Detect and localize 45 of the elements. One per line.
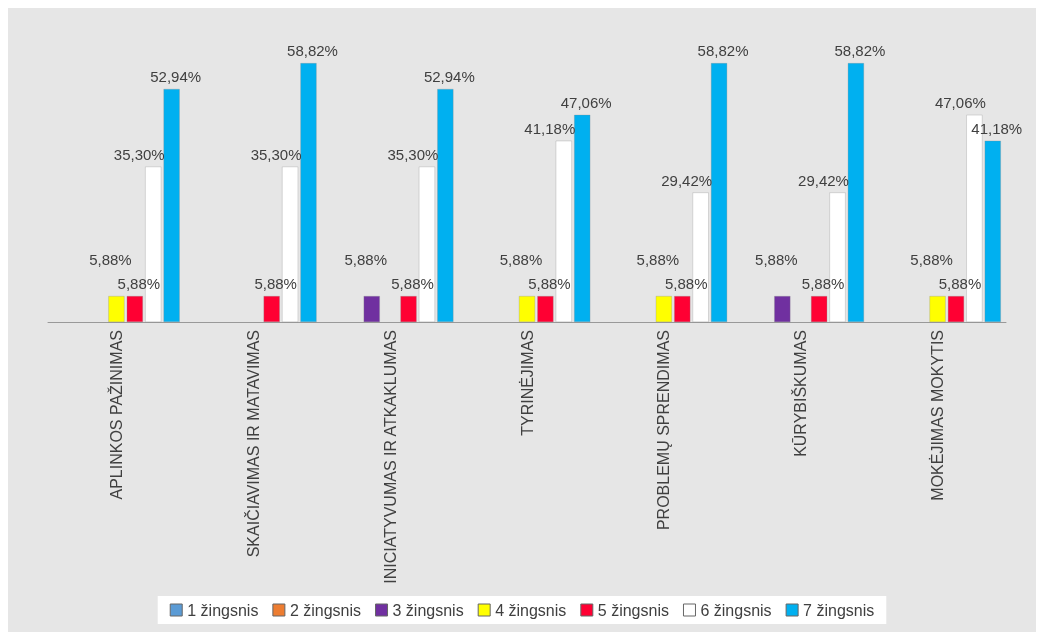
- data-label: 5,88%: [499, 251, 543, 269]
- data-label: 5,88%: [801, 275, 845, 293]
- data-label: 5,88%: [344, 251, 388, 269]
- bar: [363, 296, 380, 322]
- data-label: 5,88%: [755, 251, 798, 269]
- legend-label: 2 žingsnis: [289, 601, 362, 619]
- data-label: 5,88%: [910, 251, 953, 269]
- data-label: 47,06%: [934, 93, 986, 111]
- data-label: 58,82%: [287, 42, 338, 60]
- x-tick-label: KŪRYBIŠKUMAS: [791, 330, 810, 457]
- data-label: 47,06%: [560, 93, 612, 111]
- legend-label: 5 žingsnis: [597, 601, 669, 619]
- data-label: 5,88%: [254, 275, 297, 293]
- data-label: 35,30%: [113, 145, 165, 163]
- data-label: 5,88%: [636, 251, 680, 269]
- bar: [263, 296, 280, 322]
- data-label: 52,94%: [150, 68, 202, 86]
- legend-label: 4 žingsnis: [495, 601, 567, 619]
- bar: [437, 89, 454, 322]
- legend-label: 7 žingsnis: [803, 601, 875, 619]
- x-tick-label: SKAIČIAVIMAS IR MATAVIMAS: [243, 330, 262, 558]
- data-label: 5,88%: [664, 275, 708, 293]
- data-label: 58,82%: [834, 42, 886, 60]
- x-tick-label: TYRINĖJIMAS: [517, 330, 536, 436]
- data-label: 5,88%: [117, 275, 161, 293]
- x-tick-label: INICIATYVUMAS IR ATKAKLUMAS: [381, 330, 399, 584]
- data-label: 58,82%: [697, 42, 749, 60]
- data-label: 5,88%: [938, 275, 982, 293]
- data-label: 52,94%: [423, 68, 475, 86]
- data-label: 5,88%: [89, 251, 132, 269]
- x-tick-label: PROBLEMŲ SPRENDIMAS: [655, 330, 673, 531]
- data-label: 41,18%: [971, 119, 1023, 137]
- bar: [574, 114, 591, 322]
- bar: [655, 296, 672, 322]
- data-label: 35,30%: [250, 145, 302, 163]
- data-label: 5,88%: [391, 275, 434, 293]
- x-tick-label: MOKĖJIMAS MOKYTIS: [928, 330, 947, 501]
- legend-label: 6 žingsnis: [700, 601, 772, 619]
- legend-label: 3 žingsnis: [392, 601, 464, 619]
- bar: [519, 296, 535, 322]
- x-tick-label: APLINKOS PAŽINIMAS: [106, 330, 125, 500]
- bar: [774, 296, 791, 322]
- bar: [711, 63, 728, 322]
- data-label: 5,88%: [528, 275, 571, 293]
- legend-label: 1 žingsnis: [187, 601, 259, 619]
